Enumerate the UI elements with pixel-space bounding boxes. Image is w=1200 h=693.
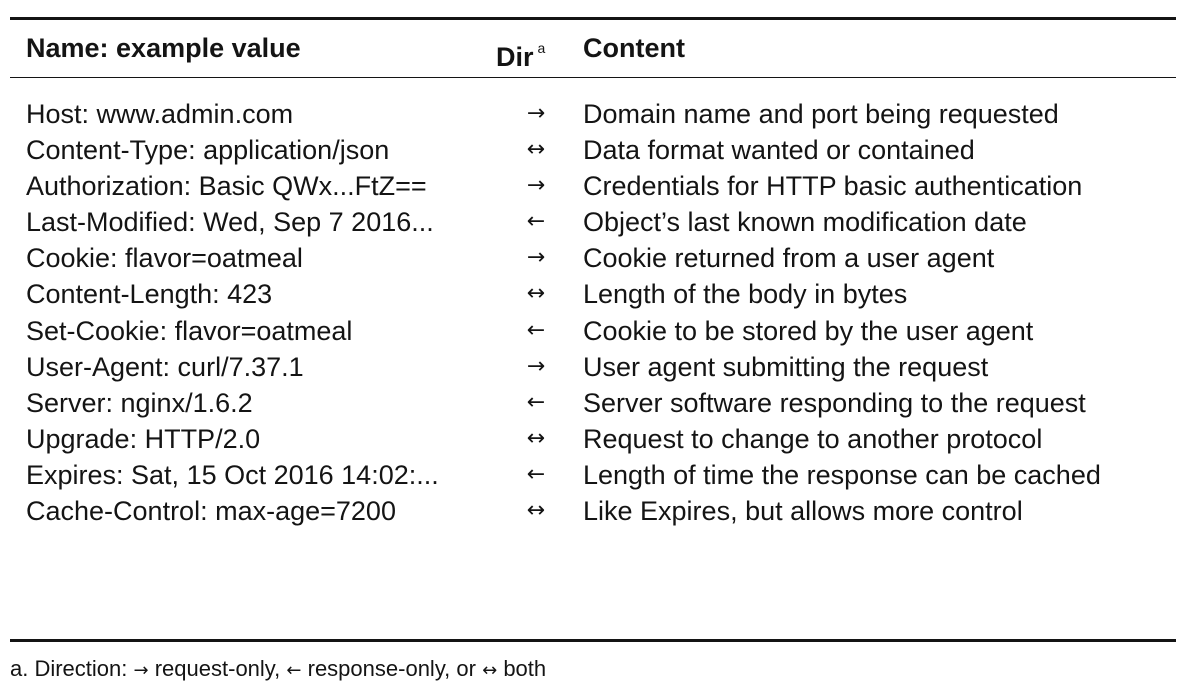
row-name: Cookie: flavor=oatmeal (26, 243, 303, 274)
row-direction-arrow: → (526, 173, 546, 199)
table-row: Set-Cookie: flavor=oatmeal ← Cookie to b… (0, 313, 1200, 349)
table-row: Content-Type: application/json ↔ Data fo… (0, 132, 1200, 168)
row-content: Server software responding to the reques… (583, 387, 1086, 418)
row-direction-arrow: → (526, 245, 546, 271)
footnote-response-text: response-only, or (307, 656, 476, 681)
header-content: Content (583, 33, 685, 63)
row-content: Credentials for HTTP basic authenticatio… (583, 171, 1083, 202)
table-row: Upgrade: HTTP/2.0 ↔ Request to change to… (0, 421, 1200, 457)
row-name: Last-Modified: Wed, Sep 7 2016... (26, 207, 434, 238)
row-content: Cookie returned from a user agent (583, 243, 995, 274)
row-content: Like Expires, but allows more control (583, 496, 1023, 527)
table-body: Host: www.admin.com → Domain name and po… (0, 96, 1200, 529)
row-content: Domain name and port being requested (583, 99, 1059, 129)
table-top-rule (10, 17, 1176, 20)
row-content: Length of the body in bytes (583, 279, 908, 310)
row-name: Host: www.admin.com (26, 99, 294, 129)
header-dir-footnote-marker: a (537, 40, 546, 56)
row-name: Expires: Sat, 15 Oct 2016 14:02:... (26, 459, 439, 490)
table-header-row: Name: example value Dir a Content (0, 20, 1200, 77)
row-name: Cache-Control: max-age=7200 (26, 496, 396, 527)
row-name: Server: nginx/1.6.2 (26, 387, 253, 418)
footnote-prefix: a. Direction: (10, 656, 128, 681)
left-right-arrow-icon: ↔ (482, 660, 498, 681)
row-content: Object’s last known modification date (583, 207, 1027, 238)
table-row: Cache-Control: max-age=7200 ↔ Like Expir… (0, 493, 1200, 529)
direction-footnote: a. Direction: → request-only, ← response… (10, 654, 546, 686)
table-row: Authorization: Basic QWx...FtZ== → Crede… (0, 168, 1200, 204)
row-name: Upgrade: HTTP/2.0 (26, 423, 261, 454)
row-name: Set-Cookie: flavor=oatmeal (26, 315, 353, 346)
table-row: User-Agent: curl/7.37.1 → User agent sub… (0, 349, 1200, 385)
row-direction-arrow: ← (526, 209, 546, 235)
row-direction-arrow: ↔ (526, 498, 546, 524)
row-direction-arrow: ← (526, 461, 546, 487)
footnote-request-text: request-only, (154, 656, 281, 681)
row-name: Content-Length: 423 (26, 279, 273, 310)
table-row: Server: nginx/1.6.2 ← Server software re… (0, 385, 1200, 421)
row-content: Length of time the response can be cache… (583, 459, 1101, 490)
row-direction-arrow: ← (526, 317, 546, 343)
row-direction-arrow: → (526, 353, 546, 379)
header-name: Name: example value (26, 33, 301, 63)
row-direction-arrow: ↔ (526, 281, 546, 307)
row-direction-arrow: ↔ (526, 137, 546, 163)
table-row: Expires: Sat, 15 Oct 2016 14:02:... ← Le… (0, 457, 1200, 493)
row-direction-arrow: ← (526, 389, 546, 415)
row-content: Data format wanted or contained (583, 135, 975, 166)
row-name: Authorization: Basic QWx...FtZ== (26, 171, 427, 202)
table-header-rule (10, 77, 1176, 78)
table-bottom-rule (10, 639, 1176, 642)
table-row: Cookie: flavor=oatmeal → Cookie returned… (0, 240, 1200, 276)
header-dir-label: Dir (496, 42, 534, 72)
left-arrow-icon: ← (286, 660, 302, 681)
row-content: Request to change to another protocol (583, 423, 1043, 454)
row-content: User agent submitting the request (583, 351, 989, 382)
row-content: Cookie to be stored by the user agent (583, 315, 1034, 346)
right-arrow-icon: → (133, 660, 149, 681)
table-row: Content-Length: 423 ↔ Length of the body… (0, 276, 1200, 312)
table-row: Host: www.admin.com → Domain name and po… (0, 96, 1200, 132)
row-name: User-Agent: curl/7.37.1 (26, 351, 304, 382)
footnote-both-text: both (503, 656, 547, 681)
row-direction-arrow: ↔ (526, 425, 546, 451)
row-name: Content-Type: application/json (26, 135, 390, 166)
row-direction-arrow: → (526, 101, 546, 126)
header-dir: Dir a (496, 20, 545, 86)
table-row: Last-Modified: Wed, Sep 7 2016... ← Obje… (0, 204, 1200, 240)
